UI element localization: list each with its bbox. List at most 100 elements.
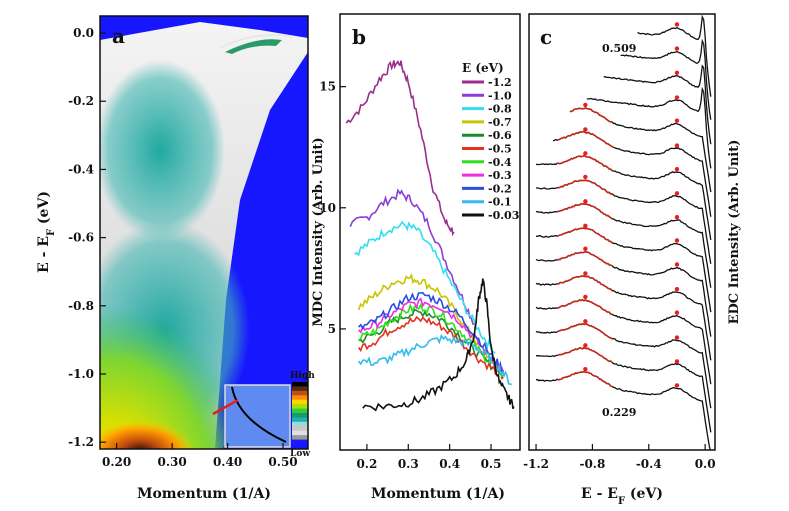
panel-c-x-label-main: E - E [581,486,618,502]
panel-b-x-label: Momentum (1/A) [371,486,505,502]
edc-curve [603,64,712,145]
edc-bump-marker [674,118,680,123]
edc-fit-segment [556,227,613,244]
mdc-series-line [358,291,505,374]
x-tick-label: 0.40 [213,455,242,469]
edc-fit-segment [557,179,613,195]
edc-fit-segment [556,298,613,316]
legend-entry-label: -0.2 [488,182,512,195]
y-tick-label: 5 [328,322,336,336]
edc-bump-marker [674,335,680,340]
edc-bump-marker [674,359,680,364]
bottom-curve-annotation: 0.229 [602,406,636,419]
panel-a-x-label: Momentum (1/A) [137,486,271,502]
edc-peak-marker [583,223,588,228]
edc-bump-marker [674,310,680,315]
x-tick-label: -0.4 [636,457,662,471]
edc-bump-marker [674,166,680,172]
edc-curve [620,38,712,120]
colorbar-swatch [292,435,308,441]
mdc-series-line [357,333,512,386]
edc-bump-marker [674,143,680,148]
colorbar-swatch [292,386,308,392]
edc-curve [637,14,712,97]
mdc-series-line [345,59,455,237]
colorbar-swatch [292,408,308,414]
edc-peak-marker [583,246,588,251]
colorbar-swatch [292,390,308,396]
x-tick-label: 0.3 [398,457,419,471]
colorbar-swatch [292,404,308,410]
panel-a-x-axis: 0.20 0.30 0.40 0.50 [102,443,298,469]
panel-a-heatmap [100,16,308,449]
y-tick-label: -0.8 [68,299,94,313]
panel-c-x-label-unit: (eV) [625,486,663,502]
edc-fit-segment [556,370,613,388]
colorbar-swatch [292,430,308,436]
panel-c-x-label-sub: F [618,496,625,507]
x-tick-label: 0.4 [439,457,460,471]
legend-entry-label: -0.3 [488,169,512,182]
colorbar-swatch [292,395,308,401]
y-tick-label: 10 [319,201,336,215]
colorbar-swatch [292,413,308,418]
inset-box [224,384,291,448]
panel-c-label: c [540,25,552,49]
legend-entry-label: -0.5 [488,143,512,156]
legend-entry-label: -0.4 [488,156,512,169]
heatmap-band-teal-upper [100,60,225,240]
edc-bump-marker [674,95,680,100]
edc-bump-marker [674,214,680,220]
edc-fit-segment [557,274,613,292]
colorbar-swatch [292,421,308,427]
panel-a-y-label-unit: (eV) [36,191,52,229]
x-tick-label: 0.20 [102,455,131,469]
panel-b-mdc: b E (eV) -1.2-1.0-0.8-0.7-0.6-0.5-0.4-0.… [311,13,521,502]
x-tick-label: -0.8 [579,457,605,471]
x-tick-label: 0.2 [356,457,377,471]
panel-c-series [535,14,712,450]
edc-peak-marker [583,151,588,156]
legend-entry-label: -0.03 [488,209,519,222]
panel-a-label: a [112,24,125,48]
legend-entry-label: -0.7 [488,116,512,129]
x-tick-label: 0.5 [481,457,502,471]
panel-a-y-label-sub: F [46,229,57,236]
edc-peak-marker [583,174,588,180]
edc-peak-marker [583,199,588,204]
legend-entry-label: -0.8 [488,103,512,116]
edc-bump-marker [674,191,680,196]
heatmap-band-yellow [100,270,235,449]
heatmap-band-near-ef [225,39,282,54]
legend-entry-label: -1.2 [488,76,512,89]
edc-bump-marker [674,383,680,388]
x-tick-label: 0.30 [157,455,186,469]
colorbar-high-label: High [290,371,315,381]
edc-peak-marker [583,294,588,300]
colorbar-low-label: Low [290,449,310,459]
edc-peak-marker [583,102,588,108]
legend-entry-label: -0.6 [488,129,512,142]
heatmap-band-hot [100,420,195,449]
y-tick-label: 0.0 [73,26,94,40]
panel-c-y-label: EDC Intensity (Arb. Unit) [727,140,742,325]
edc-bump-marker [674,70,680,75]
inset-cut-line [212,398,239,416]
edc-peak-marker [583,127,588,132]
edc-fit-segment [556,322,613,340]
edc-fit-segment [569,106,613,123]
colorbar [292,382,308,445]
colorbar-swatch [292,399,308,405]
edc-bump-marker [674,22,680,27]
panel-b-label: b [352,25,366,49]
edc-bump-marker [674,286,680,292]
panel-b-y-axis: 5 10 15 [319,80,346,336]
top-curve-annotation: 0.509 [602,42,636,55]
edc-curve [586,86,712,169]
mdc-series-line [357,315,504,380]
edc-fit-segment [556,250,613,267]
panel-a-y-label-main: E - E [36,236,52,273]
panel-c-frame [528,13,716,451]
edc-peak-marker [583,271,588,276]
